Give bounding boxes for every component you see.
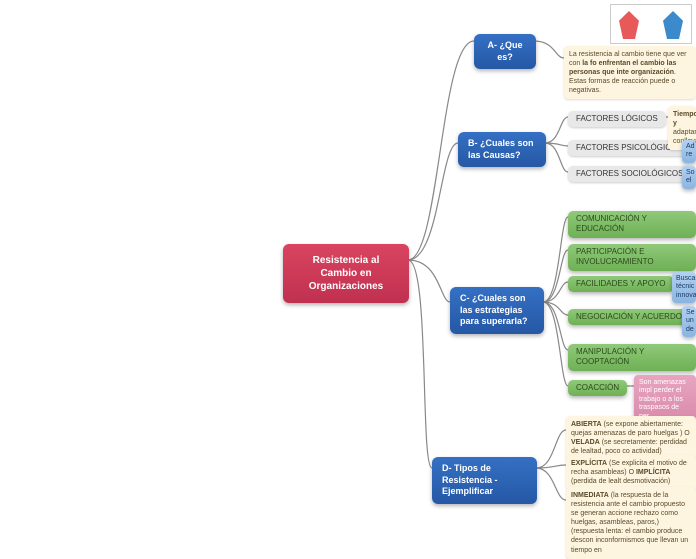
strat-facilidades[interactable]: FACILIDADES Y APOYO xyxy=(568,276,674,292)
factor-logicos[interactable]: FACTORES LÓGICOS xyxy=(568,111,666,127)
strat-participacion[interactable]: PARTICIPACIÓN E INVOLUCRAMIENTO xyxy=(568,244,696,271)
strat-comunicacion[interactable]: COMUNICACIÓN Y EDUCACIÓN xyxy=(568,211,696,238)
negociacion-note: Se un de xyxy=(682,306,696,337)
branch-d-label: D- Tipos de Resistencia - Ejemplificar xyxy=(442,463,498,496)
strat-negociacion[interactable]: NEGOCIACIÓN Y ACUERDO xyxy=(568,309,690,325)
psico-note: Ad re xyxy=(682,140,696,163)
branch-d[interactable]: D- Tipos de Resistencia - Ejemplificar xyxy=(432,457,537,504)
facilidades-note: Busca técnic innova xyxy=(672,272,696,303)
branch-b-label: B- ¿Cuales son las Causas? xyxy=(468,138,534,160)
root-node[interactable]: Resistencia al Cambio en Organizaciones xyxy=(283,244,409,303)
socio-note: So el xyxy=(682,166,696,189)
strat-manipulacion[interactable]: MANIPULACIÓN Y COOPTACIÓN xyxy=(568,344,696,371)
factor-sociologicos[interactable]: FACTORES SOCIOLÓGICOS xyxy=(568,166,691,182)
branch-b[interactable]: B- ¿Cuales son las Causas? xyxy=(458,132,546,167)
strat-coaccion[interactable]: COACCIÓN xyxy=(568,380,627,396)
branch-c-label: C- ¿Cuales son las estrategias para supe… xyxy=(460,293,528,326)
a-description: La resistencia al cambio tiene que ver c… xyxy=(564,46,696,99)
d-row2: EXPLÍCITA (Se explicita el motivo de rec… xyxy=(566,455,696,490)
d-row1: ABIERTA (se expone abiertamente: quejas … xyxy=(566,416,696,460)
header-image xyxy=(610,4,692,44)
branch-a-label: A- ¿Que es? xyxy=(488,40,523,62)
branch-c[interactable]: C- ¿Cuales son las estrategias para supe… xyxy=(450,287,544,334)
root-title: Resistencia al Cambio en Organizaciones xyxy=(309,255,383,292)
d-row3: INMEDIATA (la respuesta de la resistenci… xyxy=(566,487,696,559)
branch-a[interactable]: A- ¿Que es? xyxy=(474,34,536,69)
